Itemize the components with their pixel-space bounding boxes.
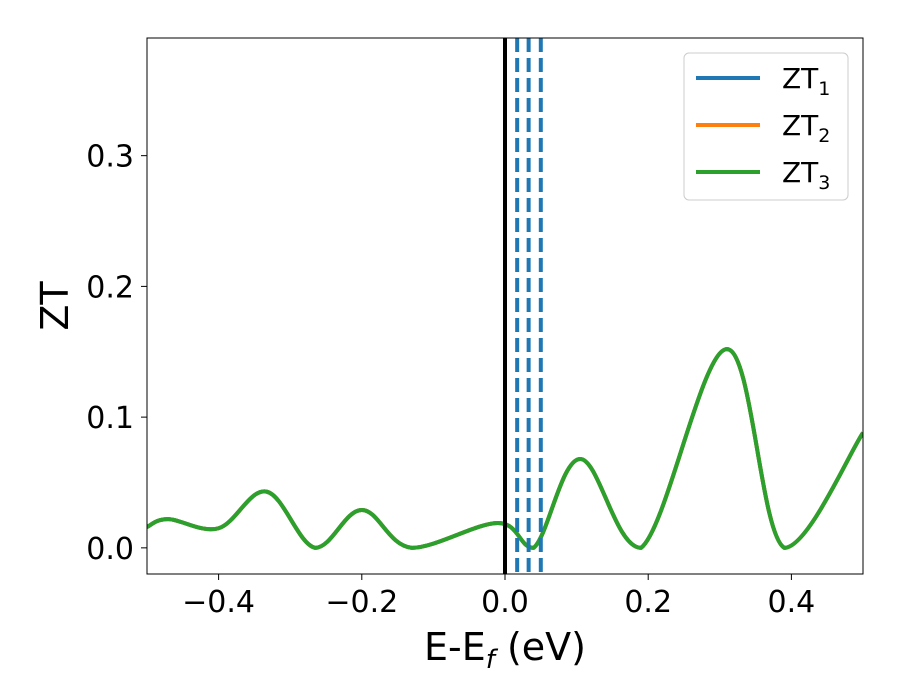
legend-label-sub: 2 xyxy=(818,125,830,147)
plot-layer xyxy=(147,38,863,574)
x-tick-label: −0.4 xyxy=(182,585,255,620)
legend-label-main: ZT xyxy=(782,62,819,95)
x-axis-label-main: E-E xyxy=(424,625,486,669)
y-tick-label: 0.0 xyxy=(86,532,134,567)
y-tick-label: 0.3 xyxy=(86,140,134,175)
plot-area xyxy=(147,38,863,574)
legend-label-zt3: ZT3 xyxy=(782,156,830,194)
x-axis-label-unit: (eV) xyxy=(495,625,586,669)
legend-label-main: ZT xyxy=(782,109,819,142)
legend-label-zt1: ZT1 xyxy=(782,62,830,100)
x-tick-label: 0.0 xyxy=(481,585,529,620)
legend-label-sub: 1 xyxy=(818,78,830,100)
legend-box xyxy=(683,52,849,201)
legend-label-zt2: ZT2 xyxy=(782,109,830,147)
x-tick-label: −0.2 xyxy=(325,585,398,620)
y-axis-label: ZT xyxy=(33,281,77,331)
y-tick-label: 0.1 xyxy=(86,401,134,436)
legend-label-main: ZT xyxy=(782,156,819,189)
x-tick-label: 0.2 xyxy=(624,585,672,620)
y-tick-label: 0.2 xyxy=(86,270,134,305)
series-line-zt3 xyxy=(147,347,863,550)
legend-label-sub: 3 xyxy=(818,172,830,194)
axes-layer: −0.4 −0.2 0.0 0.2 0.4 0.0 0.1 0.2 0.3 E-Ef (eV) ZT xyxy=(33,37,864,675)
x-tick-label: 0.4 xyxy=(768,585,816,620)
x-axis-label: E-Ef (eV) xyxy=(424,625,586,675)
